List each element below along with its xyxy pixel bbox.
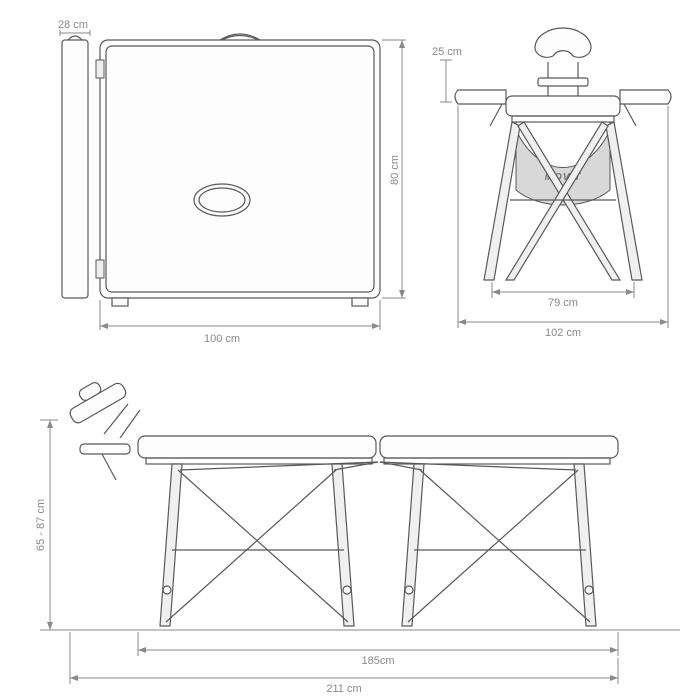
dim-depth-label: 28 cm <box>58 19 88 31</box>
side-profile-view: 65 - 87 cm <box>35 381 680 695</box>
dim-case-height-label: 80 cm <box>389 155 401 185</box>
dim-total-length-label: 211 cm <box>326 683 361 695</box>
end-view: 25 cm MOVIT <box>432 28 671 339</box>
technical-diagram: 28 cm 100 cm 80 cm <box>0 0 700 700</box>
dim-bed-length-label: 185cm <box>361 655 394 667</box>
dim-headrest-label: 25 cm <box>432 46 462 58</box>
folded-case-view: 28 cm 100 cm 80 cm <box>58 19 406 345</box>
dim-case-width-label: 100 cm <box>204 333 240 345</box>
dim-total-width-label: 102 cm <box>545 327 581 339</box>
dim-height-range-label: 65 - 87 cm <box>35 499 47 551</box>
dim-leg-inner-label: 79 cm <box>548 297 578 309</box>
